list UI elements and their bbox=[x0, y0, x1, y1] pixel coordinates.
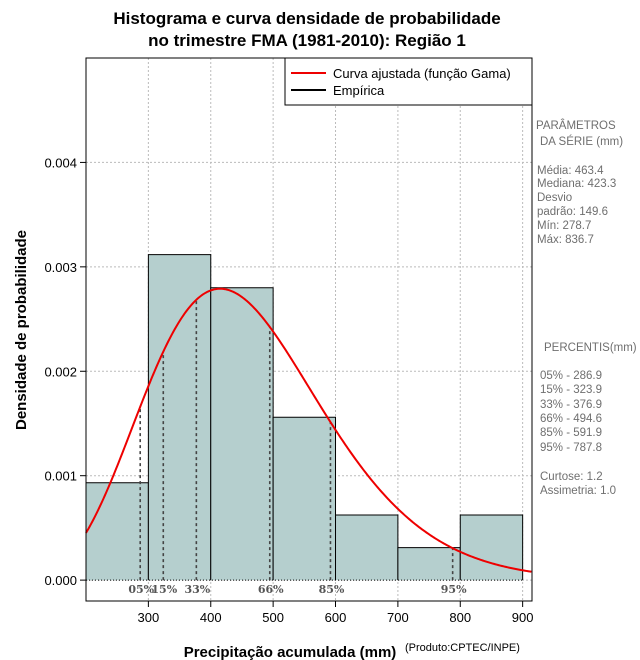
x-tick-label-600: 600 bbox=[325, 610, 347, 625]
percentile-layer: 05%15% 33% 66% 85% 95% bbox=[128, 299, 467, 596]
percentil-33: 33% - 376.9 bbox=[540, 399, 602, 411]
percentile-label-15%: 15% bbox=[151, 583, 177, 596]
gamma-curve bbox=[85, 287, 532, 573]
stat-curtose: Curtose: 1.2 bbox=[540, 471, 603, 483]
y-tick-label-4: 0.004 bbox=[44, 155, 77, 170]
x-tick-label-700: 700 bbox=[387, 610, 409, 625]
x-tick-label-300: 300 bbox=[138, 610, 160, 625]
histogram-bar-1 bbox=[148, 254, 211, 581]
histogram-bar-5 bbox=[397, 547, 461, 581]
stat-desvio-2: padrão: 149.6 bbox=[537, 206, 608, 218]
y-tick-label-3: 0.003 bbox=[44, 260, 77, 275]
percentile-label-66%: 66% bbox=[258, 583, 284, 596]
y-tick-label-1: 0.001 bbox=[44, 469, 77, 484]
x-axis: 300 400 500 600 700 800 900 bbox=[138, 601, 534, 625]
x-tick-label-500: 500 bbox=[262, 610, 284, 625]
percentile-label-33%: 33% bbox=[184, 583, 210, 596]
histogram-bar-6 bbox=[460, 515, 523, 581]
percentile-label-95%: 95% bbox=[441, 583, 467, 596]
percentil-66: 66% - 494.6 bbox=[540, 413, 602, 425]
histogram-bar-4 bbox=[335, 515, 398, 581]
y-axis-title: Densidade de probabilidade bbox=[13, 230, 30, 430]
bars-layer bbox=[85, 254, 524, 581]
x-axis-title: Precipitação acumulada (mm) bbox=[184, 644, 397, 660]
chart-title-line1: Histograma e curva densidade de probabil… bbox=[113, 9, 500, 28]
percentil-95: 95% - 787.8 bbox=[540, 442, 602, 454]
percentil-05: 05% - 286.9 bbox=[540, 370, 602, 382]
percentil-15: 15% - 323.9 bbox=[540, 384, 602, 396]
stat-desvio-1: Desvio bbox=[537, 192, 572, 204]
percentis-title: PERCENTIS(mm) bbox=[544, 342, 637, 354]
percentiles-panel: PERCENTIS(mm) 05% - 286.9 15% - 323.9 33… bbox=[540, 342, 637, 497]
histogram-bar-2 bbox=[210, 287, 274, 581]
percentile-label-85%: 85% bbox=[319, 583, 345, 596]
histogram-bar-3 bbox=[273, 417, 336, 581]
stat-assimetria: Assimetria: 1.0 bbox=[540, 485, 616, 497]
stat-max: Máx: 836.7 bbox=[537, 234, 594, 246]
series-parameters-panel: PARÂMETROS DA SÉRIE (mm) Média: 463.4 Me… bbox=[536, 119, 623, 246]
product-credit: (Produto:CPTEC/INPE) bbox=[405, 642, 520, 654]
legend-label-empirical: Empírica bbox=[333, 83, 385, 98]
x-tick-label-800: 800 bbox=[449, 610, 471, 625]
y-tick-label-2: 0.002 bbox=[44, 364, 77, 379]
x-tick-label-900: 900 bbox=[512, 610, 534, 625]
stat-media: Média: 463.4 bbox=[537, 165, 604, 177]
x-tick-label-400: 400 bbox=[200, 610, 222, 625]
legend-label-curve: Curva ajustada (função Gama) bbox=[333, 66, 511, 81]
curve-layer bbox=[85, 287, 532, 573]
y-axis: 0.000 0.001 0.002 0.003 0.004 bbox=[44, 155, 86, 588]
percentile-label-05%: 05% bbox=[128, 583, 154, 596]
params-title-1: PARÂMETROS bbox=[536, 119, 616, 132]
legend: Curva ajustada (função Gama) Empírica bbox=[284, 57, 533, 106]
percentil-85: 85% - 591.9 bbox=[540, 427, 602, 439]
y-tick-label-0: 0.000 bbox=[44, 573, 77, 588]
stat-mediana: Mediana: 423.3 bbox=[537, 178, 616, 190]
histogram-bar-0 bbox=[86, 482, 149, 581]
histogram-bar-outline-3 bbox=[272, 416, 337, 581]
stat-min: Mín: 278.7 bbox=[537, 220, 591, 232]
histogram-bar-outline-6 bbox=[459, 514, 524, 581]
params-title-2: DA SÉRIE (mm) bbox=[540, 135, 623, 148]
legend-box bbox=[284, 57, 533, 106]
chart-title-line2: no trimestre FMA (1981-2010): Região 1 bbox=[148, 31, 466, 50]
